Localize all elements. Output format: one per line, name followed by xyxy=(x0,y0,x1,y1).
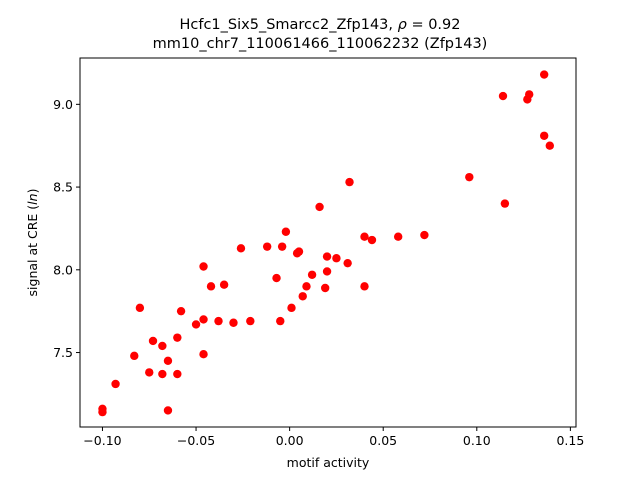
data-point-32 xyxy=(298,292,307,301)
data-point-10 xyxy=(163,406,173,415)
y-axis-label: signal at CRE (ln) xyxy=(25,189,40,297)
chart-title-line1: Hcfc1_Six5_Smarcc2_Zfp143, ρ = 0.92 xyxy=(179,17,460,33)
data-point-34 xyxy=(307,270,317,279)
x-axis-label: motif activity xyxy=(287,455,370,470)
data-point-5 xyxy=(145,368,154,377)
data-point-43 xyxy=(360,282,369,291)
data-point-23 xyxy=(246,316,255,326)
data-point-22 xyxy=(236,244,246,253)
y-axis-ticks: 7.5 8.0 8.5 9.0 xyxy=(53,97,80,360)
data-point-8 xyxy=(158,369,167,379)
data-point-16 xyxy=(199,349,208,359)
x-tick-label: −0.05 xyxy=(177,433,215,448)
data-point-17 xyxy=(199,315,208,324)
data-point-45 xyxy=(393,232,403,241)
x-axis-ticks: −0.10 −0.05 0.00 0.05 0.10 0.15 xyxy=(83,427,584,448)
data-point-19 xyxy=(214,316,223,326)
data-point-9 xyxy=(163,356,173,366)
x-tick-label: 0.10 xyxy=(463,433,491,448)
data-point-26 xyxy=(276,316,285,326)
x-tick-label: 0.00 xyxy=(276,433,304,448)
data-point-39 xyxy=(332,254,341,263)
data-point-49 xyxy=(500,199,510,208)
data-point-47 xyxy=(465,172,474,182)
y-tick-label: 7.5 xyxy=(53,345,73,360)
data-point-37 xyxy=(322,267,332,276)
chart-title-line2: mm10_chr7_110061466_110062232 (Zfp143) xyxy=(153,36,488,52)
plot-area-frame xyxy=(79,57,577,428)
data-point-25 xyxy=(272,273,281,283)
data-point-15 xyxy=(199,262,208,271)
data-point-35 xyxy=(315,202,324,212)
data-point-40 xyxy=(343,258,352,268)
data-point-28 xyxy=(281,227,291,236)
data-point-4 xyxy=(135,303,145,313)
x-tick-label: 0.15 xyxy=(556,433,584,448)
data-point-51 xyxy=(525,90,534,99)
data-point-44 xyxy=(367,235,377,245)
data-point-29 xyxy=(287,303,296,313)
data-point-31 xyxy=(294,247,304,256)
data-point-41 xyxy=(345,177,354,187)
data-point-46 xyxy=(420,230,429,240)
x-tick-label: −0.10 xyxy=(83,433,121,448)
data-point-18 xyxy=(206,282,216,291)
data-point-7 xyxy=(158,341,167,351)
data-point-42 xyxy=(360,232,369,241)
data-point-2 xyxy=(111,379,120,389)
y-tick-label: 8.0 xyxy=(53,262,73,277)
data-point-20 xyxy=(219,280,229,289)
x-tick-label: 0.05 xyxy=(369,433,397,448)
data-point-48 xyxy=(498,91,508,101)
data-point-21 xyxy=(229,318,238,327)
data-point-53 xyxy=(539,131,549,140)
data-point-1 xyxy=(98,407,107,417)
y-tick-label: 8.5 xyxy=(53,180,73,195)
data-point-27 xyxy=(277,242,287,251)
data-point-6 xyxy=(148,336,158,346)
data-point-13 xyxy=(176,306,186,316)
data-point-52 xyxy=(539,70,549,79)
data-point-12 xyxy=(173,369,182,379)
data-point-33 xyxy=(302,282,311,291)
data-point-3 xyxy=(130,351,139,361)
data-point-54 xyxy=(545,141,554,150)
y-tick-label: 9.0 xyxy=(53,97,73,112)
data-point-11 xyxy=(173,333,182,342)
data-point-38 xyxy=(322,252,332,261)
data-points xyxy=(98,70,554,417)
data-point-14 xyxy=(191,320,201,329)
data-point-24 xyxy=(262,242,272,251)
data-point-36 xyxy=(320,283,330,293)
